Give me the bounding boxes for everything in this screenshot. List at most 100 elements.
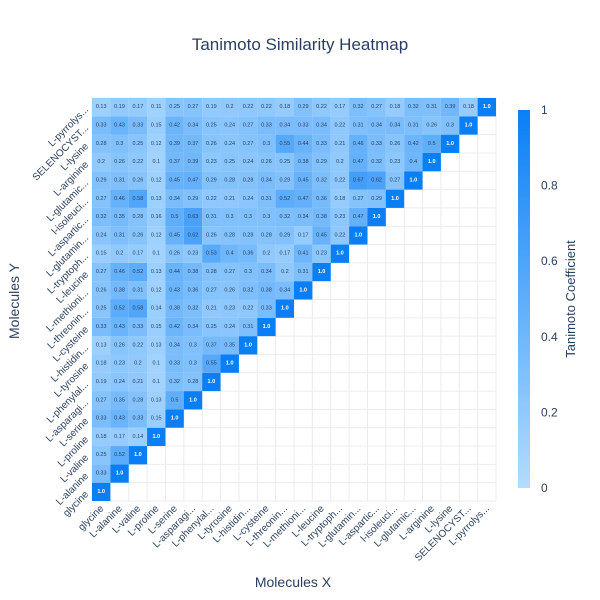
cell-value-label: 1.0	[373, 214, 381, 220]
cell-value-label: 0.1	[152, 361, 160, 367]
heatmap-cell	[128, 446, 148, 465]
heatmap-cell	[238, 281, 258, 300]
cell-value-label: 0.19	[206, 104, 217, 110]
cell-value-label: 0.26	[114, 342, 125, 348]
cell-value-label: 0.39	[188, 159, 199, 165]
cell-value-label: 0.41	[298, 251, 309, 257]
heatmap-cell	[275, 226, 294, 245]
x-axis-ticks: glycineL-alanineL-valineL-prolineL-serin…	[77, 503, 492, 564]
heatmap-cell	[183, 262, 203, 282]
cell-value-label: 0.18	[96, 361, 107, 367]
cell-value-label: 0.12	[151, 232, 162, 238]
heatmap-cell	[110, 262, 129, 282]
heatmap-cell	[312, 152, 331, 172]
cell-value-label: 0.45	[169, 177, 180, 183]
heatmap-cell	[147, 244, 166, 263]
cell-value-label: 0.46	[114, 196, 125, 202]
cell-value-label: 0.31	[114, 177, 125, 183]
colorbar-tick-label: 0.4	[541, 330, 558, 344]
heatmap-cell	[110, 171, 129, 190]
cell-value-label: 0.32	[353, 104, 364, 110]
cell-value-label: 0.31	[298, 269, 309, 275]
heatmap-cell	[128, 116, 148, 135]
heatmap-cell	[110, 226, 129, 245]
heatmap-cell	[92, 336, 111, 355]
heatmap-cell	[294, 207, 313, 227]
cell-value-label: 0.43	[114, 416, 125, 422]
heatmap-cell	[128, 171, 148, 190]
cell-value-label: 0.3	[244, 214, 252, 220]
heatmap-cell	[92, 317, 111, 337]
heatmap-cell	[385, 152, 405, 172]
heatmap-cell	[128, 134, 148, 153]
heatmap-cell	[165, 98, 184, 117]
heatmap-cell	[312, 226, 331, 245]
heatmap-cell	[330, 98, 350, 117]
heatmap-cell	[110, 152, 129, 172]
cell-value-label: 0.24	[224, 122, 235, 128]
cell-value-label: 0.55	[279, 141, 290, 147]
heatmap-cell	[165, 299, 184, 318]
heatmap-cell	[92, 152, 111, 172]
heatmap-cell	[422, 116, 441, 135]
cell-value-label: 0.17	[114, 434, 125, 440]
heatmap-cell	[220, 116, 239, 135]
cell-value-label: 0.2	[281, 269, 289, 275]
heatmap-cell	[147, 98, 166, 117]
heatmap-cell	[349, 189, 368, 208]
heatmap-cell	[128, 427, 148, 447]
cell-value-label: 0.25	[206, 122, 217, 128]
heatmap-cell	[257, 134, 276, 153]
heatmap-cell	[275, 207, 294, 227]
heatmap-cell	[183, 134, 203, 153]
cell-value-label: 0.53	[206, 251, 217, 257]
heatmap-cell	[367, 98, 386, 117]
cell-value-label: 0.15	[151, 324, 162, 330]
cell-value-label: 0.26	[206, 232, 217, 238]
colorbar-tick-label: 1	[541, 103, 548, 117]
cell-value-label: 0.29	[371, 196, 382, 202]
heatmap-cell	[294, 134, 313, 153]
cell-value-label: 0.28	[224, 232, 235, 238]
heatmap-cell	[202, 354, 221, 373]
cell-value-label: 0.31	[261, 196, 272, 202]
heatmap-cell	[367, 152, 386, 172]
heatmap-cell	[294, 171, 313, 190]
heatmap-cell	[202, 372, 221, 392]
heatmap-cell	[128, 226, 148, 245]
cell-value-label: 0.26	[169, 251, 180, 257]
heatmap-cell	[275, 171, 294, 190]
cell-value-label: 0.34	[279, 287, 290, 293]
cell-value-label: 0.47	[298, 196, 309, 202]
cell-value-label: 0.29	[316, 159, 327, 165]
cell-value-label: 0.24	[224, 324, 235, 330]
cell-value-label: 0.2	[263, 251, 271, 257]
cell-value-label: 0.14	[133, 434, 144, 440]
cell-value-label: 0.31	[426, 104, 437, 110]
cell-value-label: 0.28	[243, 177, 254, 183]
heatmap-cell	[128, 189, 148, 208]
heatmap-cell	[238, 152, 258, 172]
cell-value-label: 0.23	[188, 251, 199, 257]
cell-value-label: 0.14	[151, 306, 162, 312]
heatmap-cell	[183, 281, 203, 300]
heatmap-cell	[165, 336, 184, 355]
heatmap-cell	[404, 98, 423, 117]
cell-value-label: 0.25	[96, 452, 107, 458]
cell-value-label: 0.23	[206, 159, 217, 165]
heatmap-cell	[147, 317, 166, 337]
heatmap-cell	[312, 171, 331, 190]
cell-value-label: 0.3	[263, 214, 271, 220]
cell-value-label: 0.27	[243, 141, 254, 147]
cell-value-label: 0.33	[133, 416, 144, 422]
cell-value-label: 0.22	[261, 104, 272, 110]
heatmap-cell	[92, 134, 111, 153]
heatmap-cell	[422, 98, 441, 117]
cell-value-label: 1.0	[465, 122, 473, 128]
heatmap-cell	[220, 336, 239, 355]
cell-value-label: 0.38	[188, 269, 199, 275]
heatmap-cell	[165, 262, 184, 282]
cell-value-label: 0.17	[133, 104, 144, 110]
heatmap-cell	[110, 409, 129, 428]
